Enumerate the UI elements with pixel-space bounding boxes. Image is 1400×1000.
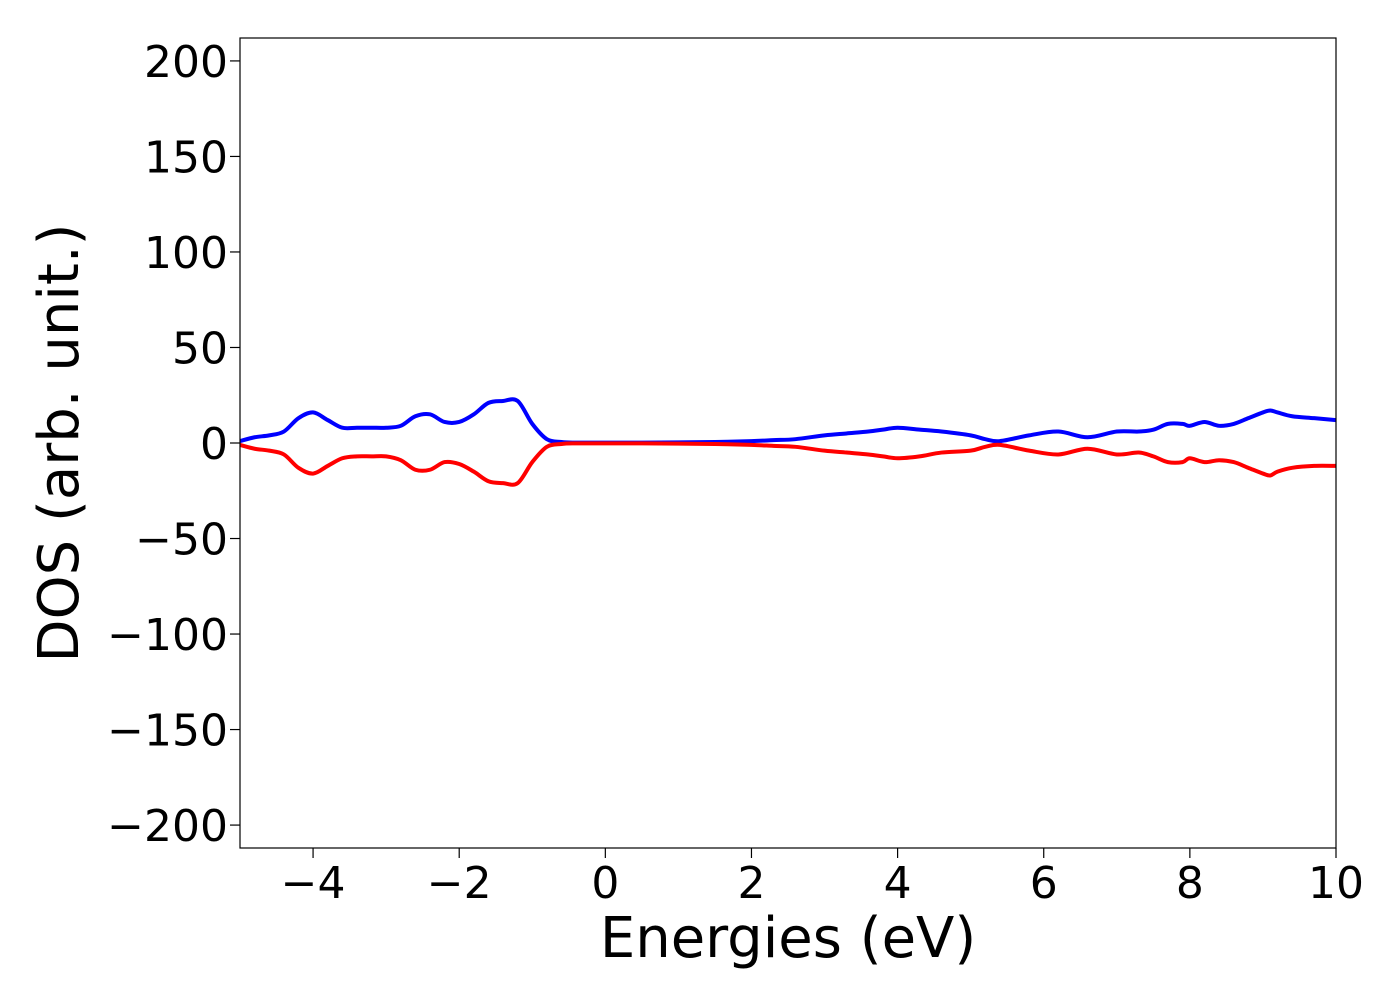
y-axis-ticks: 200 150 100 50 0 −50 −100 −150 −200	[107, 37, 240, 852]
y-tick-label: 50	[172, 323, 228, 374]
x-tick-label: 6	[1030, 858, 1058, 909]
x-tick-label: 0	[591, 858, 619, 909]
y-tick-label: 100	[144, 228, 228, 279]
x-axis-ticks: −4 −2 0 2 4 6 8 10	[281, 848, 1364, 909]
y-tick-label: 200	[144, 37, 228, 88]
x-tick-label: 8	[1176, 858, 1204, 909]
y-axis-label: DOS (arb. unit.)	[27, 223, 92, 662]
y-tick-label: 0	[200, 419, 228, 470]
y-tick-label: −200	[107, 801, 228, 852]
plot-frame	[239, 37, 1337, 849]
x-tick-label: 4	[884, 858, 912, 909]
y-tick-label: 150	[144, 132, 228, 183]
x-tick-label: 2	[737, 858, 765, 909]
series-line-1	[239, 397, 1337, 445]
series-line-2	[239, 441, 1337, 487]
y-tick-label: −150	[107, 706, 228, 757]
y-tick-label: −50	[135, 515, 228, 566]
x-tick-label: −2	[427, 858, 492, 909]
series-layer	[239, 397, 1337, 487]
x-tick-label: −4	[281, 858, 346, 909]
y-tick-label: −100	[107, 610, 228, 661]
x-tick-label: 10	[1308, 858, 1364, 909]
x-axis-label: Energies (eV)	[600, 906, 976, 971]
